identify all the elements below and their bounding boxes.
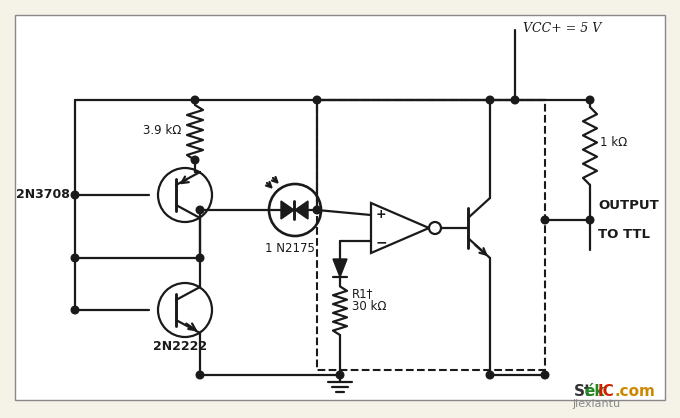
Circle shape — [71, 254, 79, 262]
Circle shape — [586, 216, 594, 224]
Circle shape — [486, 371, 494, 379]
Circle shape — [511, 96, 519, 104]
Text: VCC+ = 5 V: VCC+ = 5 V — [523, 21, 601, 35]
Text: jiexiantu: jiexiantu — [572, 399, 620, 409]
Circle shape — [197, 371, 204, 379]
Circle shape — [71, 191, 79, 199]
Circle shape — [313, 206, 321, 214]
Polygon shape — [333, 259, 347, 277]
Text: 2N2222: 2N2222 — [153, 340, 207, 353]
Circle shape — [191, 96, 199, 104]
Circle shape — [71, 306, 79, 314]
Circle shape — [191, 156, 199, 164]
Text: St: St — [574, 385, 592, 400]
Circle shape — [336, 371, 344, 379]
Text: 1 N2175: 1 N2175 — [265, 242, 315, 255]
Text: 3.9 kΩ: 3.9 kΩ — [143, 123, 181, 137]
Text: 2N3708: 2N3708 — [16, 189, 70, 201]
Circle shape — [197, 254, 204, 262]
Circle shape — [486, 96, 494, 104]
Text: OUTPUT: OUTPUT — [598, 199, 659, 212]
Bar — [317, 100, 545, 370]
Text: −: − — [375, 235, 387, 249]
Text: TO TTL: TO TTL — [598, 228, 650, 241]
Circle shape — [586, 96, 594, 104]
Polygon shape — [281, 201, 294, 219]
Text: 30 kΩ: 30 kΩ — [352, 300, 386, 313]
Text: IC: IC — [598, 385, 615, 400]
Text: ék: ék — [584, 385, 605, 400]
Circle shape — [197, 206, 204, 214]
Circle shape — [313, 96, 321, 104]
Text: 1 kΩ: 1 kΩ — [600, 135, 627, 148]
Text: R1†: R1† — [352, 287, 373, 300]
Circle shape — [541, 371, 549, 379]
Text: .com: .com — [614, 385, 655, 400]
Text: +: + — [375, 209, 386, 222]
Polygon shape — [295, 201, 308, 219]
Circle shape — [541, 216, 549, 224]
